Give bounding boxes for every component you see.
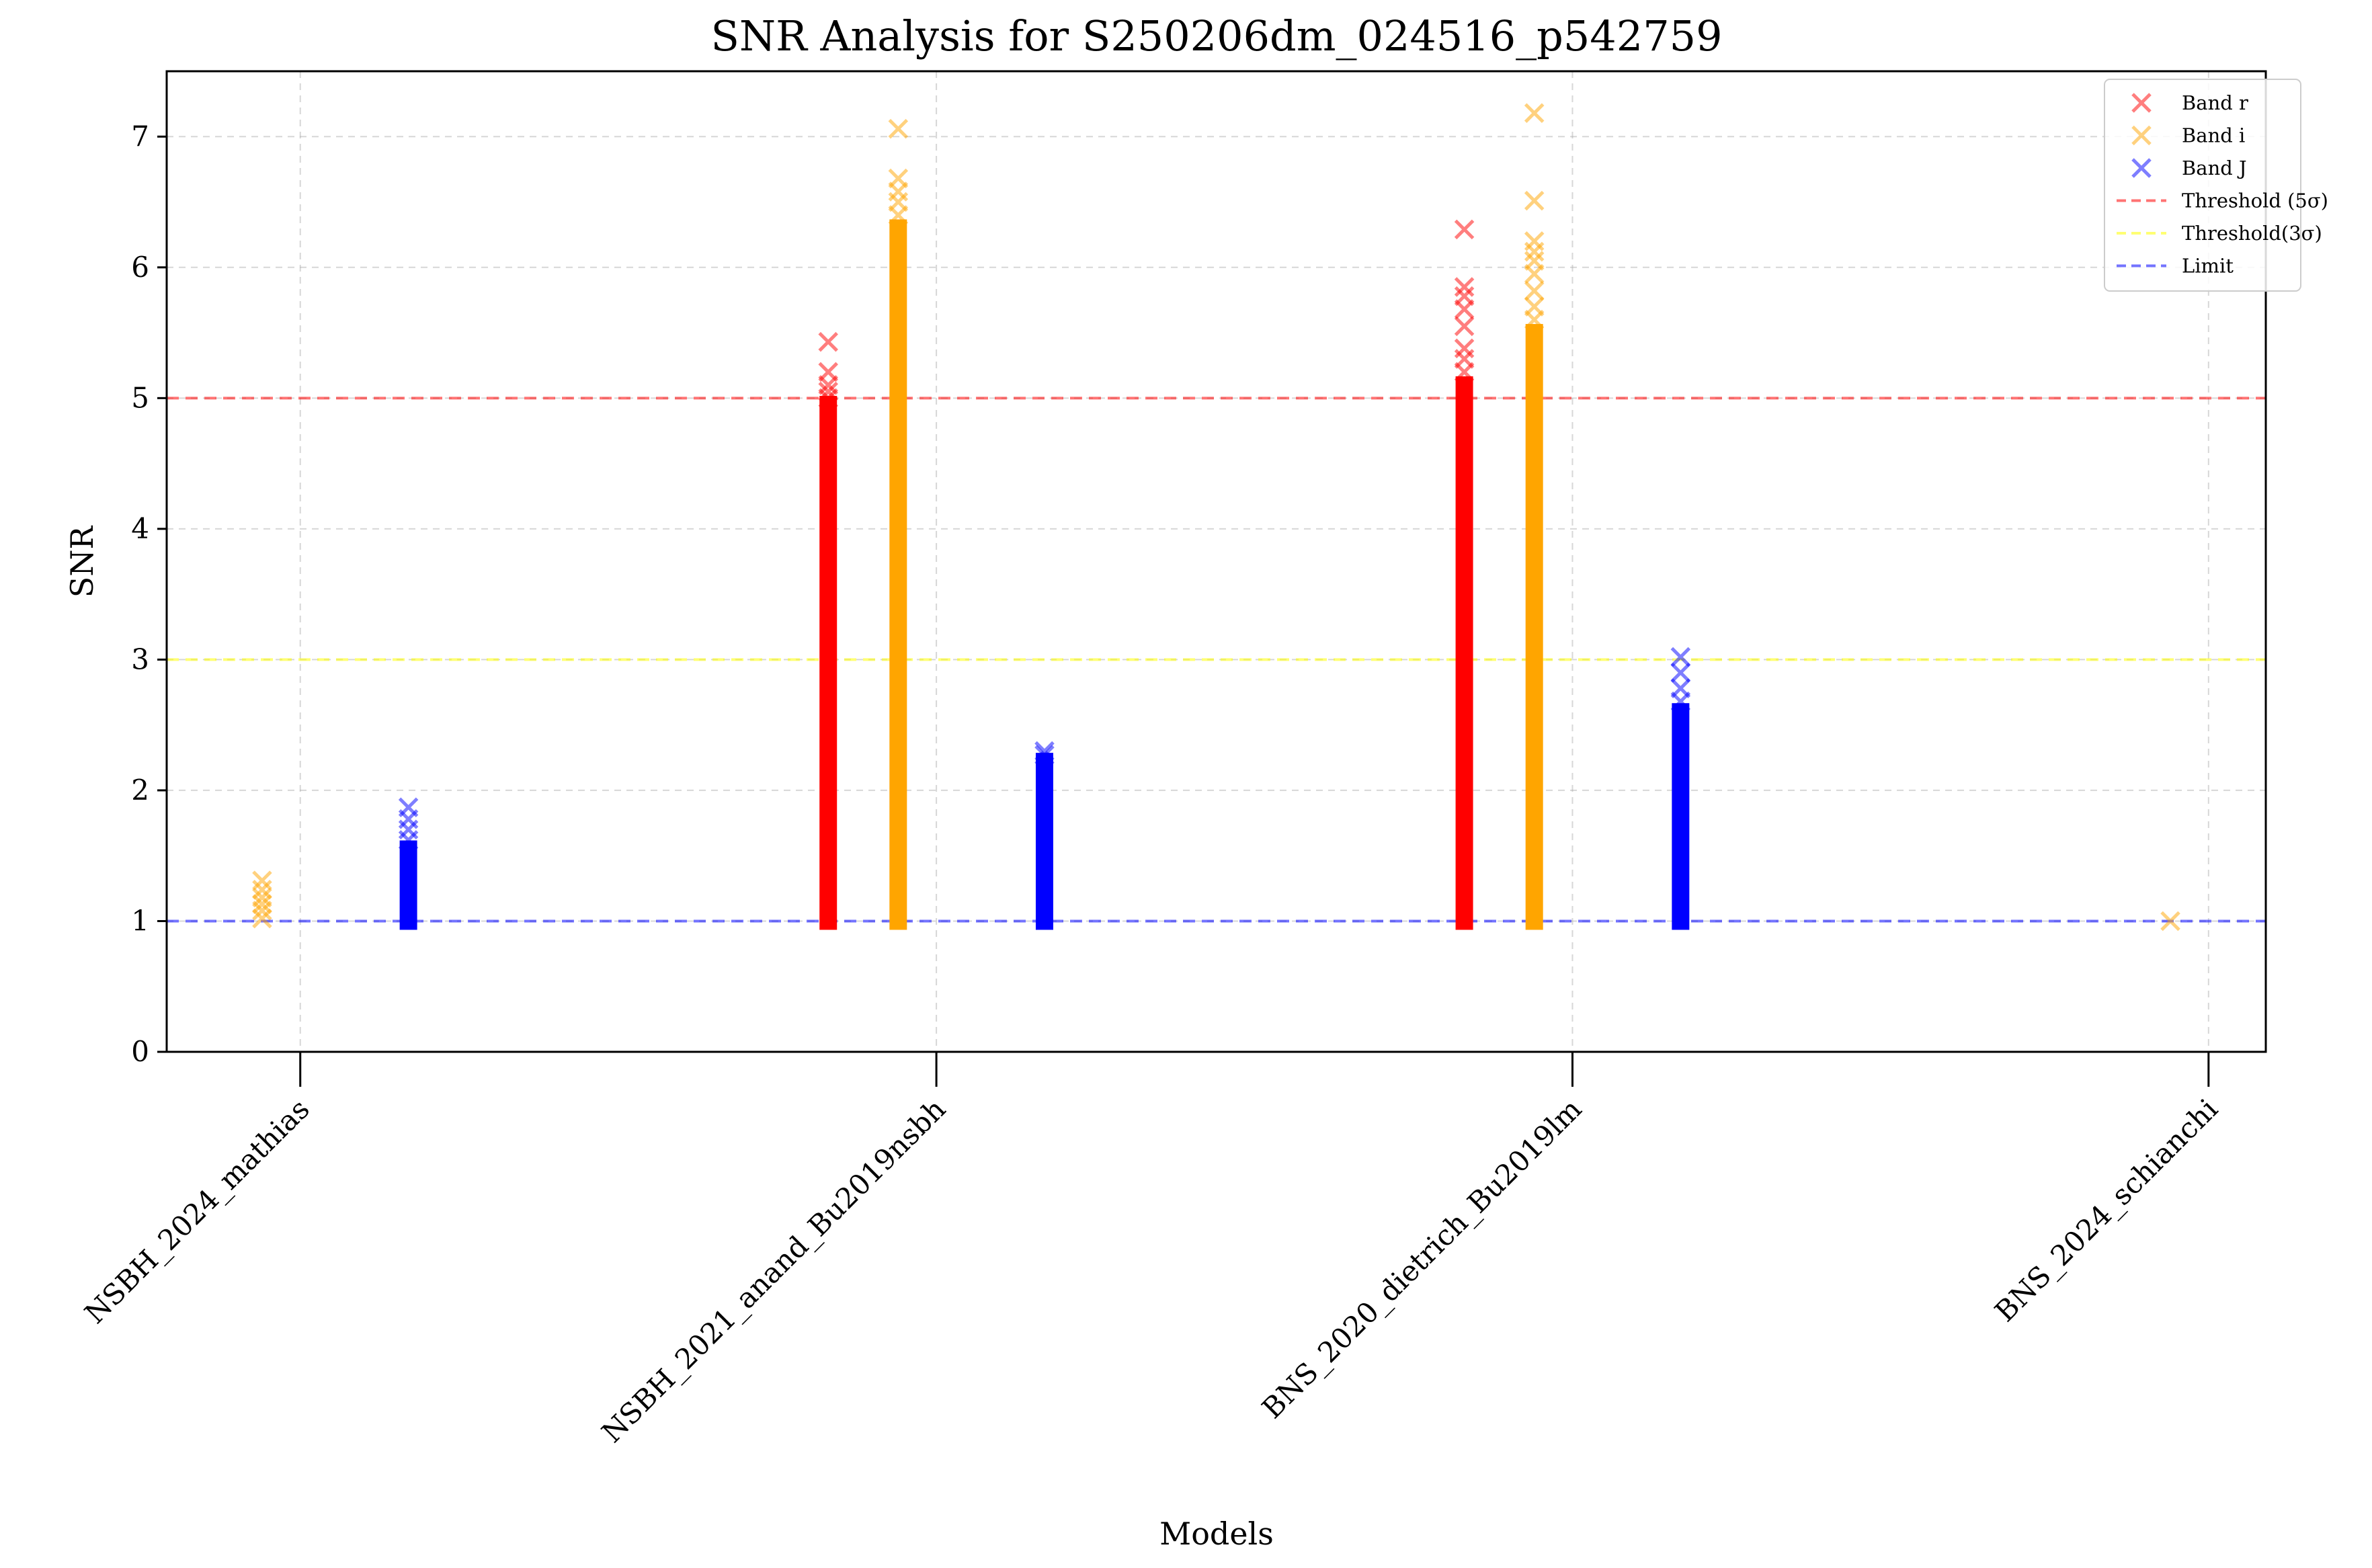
legend-marker <box>2131 93 2152 113</box>
data-point <box>888 168 909 189</box>
reference-lines <box>167 397 2266 923</box>
data-point <box>1524 281 1545 301</box>
y-tick-label: 1 <box>131 904 149 937</box>
x-axis: NSBH_2024_mathias NSBH_2021_anand_Bu2019n… <box>78 1052 2224 1449</box>
data-point <box>2160 911 2180 932</box>
data-point <box>1670 663 1691 683</box>
data-points <box>252 103 2180 932</box>
dense-point-column <box>1672 703 1690 930</box>
data-point <box>818 381 838 402</box>
dense-point-columns <box>399 219 1690 930</box>
x-tick-label: NSBH_2021_anand_Bu2019nsbh <box>596 1092 952 1449</box>
data-point <box>1524 296 1545 317</box>
x-tick-label: NSBH_2024_mathias <box>78 1092 315 1329</box>
legend-marker <box>2131 125 2152 146</box>
y-tick-label: 5 <box>131 381 149 414</box>
data-point <box>252 894 272 914</box>
legend: Band r Band i Band J Threshold (5σ) Threshol… <box>2104 79 2328 292</box>
data-point <box>1034 745 1055 766</box>
y-tick-label: 2 <box>131 774 149 807</box>
data-point <box>888 118 909 139</box>
legend-label: Band J <box>2182 157 2247 179</box>
x-tick-label: BNS_2024_schianchi <box>1988 1092 2224 1328</box>
data-point <box>1524 251 1545 271</box>
y-axis: 0 1 2 3 4 5 6 7 <box>131 120 167 1068</box>
x-tick-label: BNS_2020_dietrich_Bu2019lm <box>1256 1092 1588 1425</box>
chart-title: SNR Analysis for S250206dm_024516_p54275… <box>710 11 1722 60</box>
legend-label: Limit <box>2182 255 2234 278</box>
data-point <box>1454 338 1475 359</box>
data-point <box>1670 647 1691 667</box>
dense-point-column <box>1455 376 1473 930</box>
y-tick-label: 3 <box>131 643 149 675</box>
data-point <box>1454 286 1475 306</box>
y-tick-label: 0 <box>131 1035 149 1068</box>
data-point <box>1034 741 1055 761</box>
y-tick-label: 4 <box>131 512 149 545</box>
data-point <box>818 331 838 352</box>
dense-point-column <box>889 219 907 930</box>
dense-point-column <box>1525 324 1543 930</box>
data-point <box>818 362 838 382</box>
legend-label: Threshold(3σ) <box>2182 222 2322 245</box>
data-point <box>1524 103 1545 124</box>
legend-box <box>2104 79 2301 292</box>
dense-point-column <box>399 840 417 930</box>
data-point <box>1454 316 1475 337</box>
data-point <box>1670 678 1691 698</box>
data-point <box>1524 231 1545 251</box>
grid <box>167 71 2266 1053</box>
x-axis-label: Models <box>1159 1516 1274 1552</box>
legend-label: Band i <box>2182 124 2245 147</box>
y-tick-label: 6 <box>131 251 149 284</box>
data-point <box>1454 277 1475 297</box>
y-axis-label: SNR <box>64 525 100 597</box>
data-point <box>252 887 272 908</box>
data-point <box>252 870 272 891</box>
y-tick-label: 7 <box>131 120 149 153</box>
legend-label: Band r <box>2182 91 2248 114</box>
data-point <box>252 880 272 900</box>
data-point <box>252 908 272 929</box>
legend-marker <box>2131 158 2152 178</box>
dense-point-column <box>1035 753 1053 930</box>
data-point <box>398 797 419 817</box>
data-point <box>1524 190 1545 211</box>
plot-area <box>165 70 2267 1053</box>
data-point <box>1454 219 1475 240</box>
legend-label: Threshold (5σ) <box>2182 190 2328 212</box>
dense-point-column <box>819 396 837 930</box>
